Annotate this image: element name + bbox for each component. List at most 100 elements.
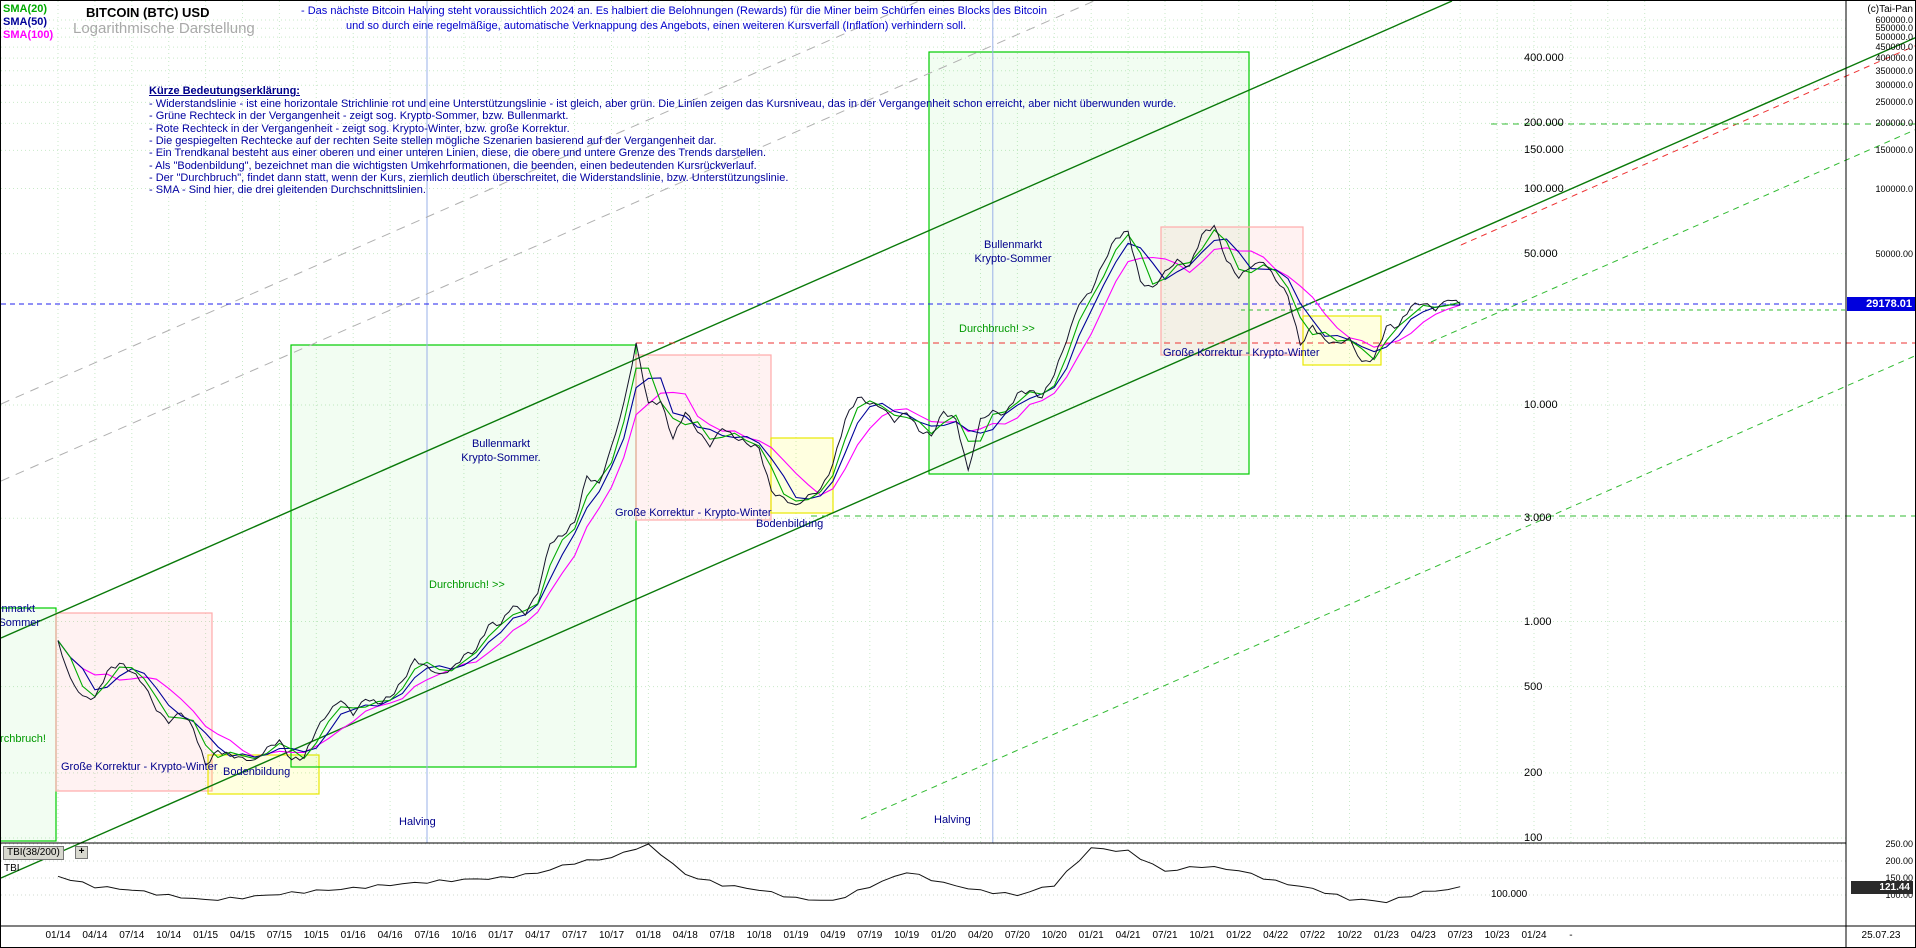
chart-annotation: Große Korrektur - Krypto-Winter <box>615 507 772 519</box>
date-tick-label: 07/20 <box>1004 930 1030 941</box>
explanation-line: - SMA - Sind hier, die drei gleitenden D… <box>149 184 426 197</box>
trendline <box>1 37 1915 879</box>
right-axis-label: 100000.0 <box>1875 183 1913 194</box>
chart-annotation: Bullenmarkt <box>471 438 531 450</box>
price-axis-label: 1.000 <box>1524 615 1552 628</box>
phase-rect <box>928 51 1250 475</box>
price-axis-label: 10.000 <box>1524 399 1558 411</box>
sma-line <box>57 247 1461 758</box>
right-axis-label: 400000.0 <box>1875 53 1913 64</box>
chart-annotation: Halving <box>399 816 436 828</box>
date-tick-label: 01/17 <box>488 930 514 941</box>
price-line <box>57 224 1461 767</box>
price-axis-label: 100 <box>1524 832 1543 844</box>
explanation-line: - Grüne Rechteck in der Vergangenheit - … <box>149 110 569 123</box>
date-tick-label: 01/16 <box>340 930 366 941</box>
right-axis-label: 450000.0 <box>1875 42 1913 53</box>
indicator-name-button[interactable]: TBI(38/200) <box>3 846 64 860</box>
chart-subtitle: Logarithmische Darstellung <box>73 20 255 37</box>
chart-annotation: Krypto-Sommer. <box>461 452 541 464</box>
date-tick-label: 10/19 <box>894 930 920 941</box>
date-tick-label: 10/20 <box>1041 930 1067 941</box>
tbi-axis-label: 150.00 <box>1885 873 1913 883</box>
date-tick-label: 04/14 <box>82 930 108 941</box>
indicator-inner-scale-label: 100.000 <box>1491 889 1528 900</box>
date-tick-label: 01/18 <box>635 930 661 941</box>
date-tick-label: 10/21 <box>1189 930 1215 941</box>
phase-rect <box>1160 226 1304 356</box>
date-tick-label: 04/22 <box>1263 930 1289 941</box>
date-tick-label: 10/22 <box>1336 930 1363 941</box>
chart-annotation: Durchbruch! >> <box>429 579 505 591</box>
indicator-current-badge: 121.44 <box>1851 881 1913 894</box>
tbi-axis-label: 200.00 <box>1885 856 1913 866</box>
date-tick-label: 07/16 <box>414 930 440 941</box>
right-axis-label: 250000.0 <box>1875 97 1913 108</box>
chart-annotation: Krypto-Sommer <box>1 617 41 629</box>
price-axis-label: 150.000 <box>1524 144 1564 157</box>
halving-note-line2: und so durch eine regelmäßige, automatis… <box>345 20 967 32</box>
right-axis-label: 300000.0 <box>1875 80 1913 91</box>
phase-rect <box>1 607 57 842</box>
halving-note: - Das nächste Bitcoin Halving steht vora… <box>301 4 1047 34</box>
sma-line <box>57 229 1461 760</box>
price-axis-label: 50.000 <box>1524 247 1558 260</box>
date-tick-label: 07/21 <box>1152 930 1178 941</box>
price-axis-label: 100.000 <box>1524 182 1564 195</box>
date-tick-label: - <box>1569 930 1573 941</box>
date-tick-label: 04/17 <box>525 930 551 941</box>
price-axis-label: 500 <box>1524 680 1543 693</box>
phase-rect <box>290 344 637 768</box>
date-tick-label: 10/16 <box>451 930 477 941</box>
date-tick-label: 07/22 <box>1300 930 1326 941</box>
last-date-label: 25.07.23 <box>1861 930 1901 941</box>
chart-annotation: Krypto-Sommer <box>974 253 1052 265</box>
date-tick-label: 04/18 <box>672 930 698 941</box>
date-tick-label: 10/14 <box>156 930 182 941</box>
explanation-line: - Rote Rechteck in der Vergangenheit - z… <box>149 122 570 135</box>
date-tick-label: 07/18 <box>709 930 735 941</box>
date-tick-label: 04/16 <box>377 930 403 941</box>
date-tick-label: 01/20 <box>931 930 957 941</box>
explanation-line: - Als "Bodenbildung", bezeichnet man die… <box>149 159 757 172</box>
date-tick-label: 01/22 <box>1226 930 1252 941</box>
chart-annotation: Bullenmarkt <box>983 239 1043 251</box>
right-axis-label: 500000.0 <box>1875 32 1913 43</box>
legend-item-sma-100-: SMA(100) <box>3 29 54 41</box>
date-tick-label: 01/24 <box>1521 930 1547 941</box>
date-tick-label: 01/21 <box>1078 930 1104 941</box>
explanation-line: - Der "Durchbruch", findet dann statt, w… <box>149 171 789 184</box>
trendline <box>1 1 920 405</box>
phase-rect <box>55 612 213 792</box>
date-tick-label: 01/19 <box>783 930 809 941</box>
price-axis-label: 200.000 <box>1524 117 1564 130</box>
trendline <box>1430 129 1915 343</box>
date-tick-label: 10/18 <box>746 930 772 941</box>
right-axis-label: 50000.00 <box>1875 248 1913 259</box>
date-tick-label: 10/15 <box>303 930 329 941</box>
date-tick-label: 10/17 <box>598 930 625 941</box>
indicator-expand-button[interactable]: + <box>75 846 88 859</box>
chart-annotation: Durchbruch! <box>0 733 46 745</box>
trendline <box>1460 45 1915 246</box>
explanation-line: - Widerstandslinie - ist eine horizontal… <box>149 98 1177 110</box>
tbi-axis-label: 100.00 <box>1885 890 1913 900</box>
date-tick-label: 04/23 <box>1410 930 1436 941</box>
chart-annotation: Große Korrektur - Krypto-Winter <box>1163 347 1320 359</box>
chart-annotation: Bodenbildung <box>223 766 291 778</box>
chart-annotation: Bullenmarkt <box>1 603 36 615</box>
date-tick-label: 07/19 <box>857 930 883 941</box>
trendline <box>860 355 1915 820</box>
chart-annotation: Durchbruch! >> <box>959 323 1035 335</box>
legend-item-sma-50-: SMA(50) <box>3 16 48 28</box>
date-tick-label: 04/20 <box>967 930 994 941</box>
phase-rect <box>207 754 320 795</box>
chart-annotation: Bodenbildung <box>756 518 824 530</box>
tbi-line <box>57 843 1461 904</box>
explanation-line: - Die gespiegelten Rechtecke auf der rec… <box>149 134 717 147</box>
date-tick-label: 07/23 <box>1447 930 1473 941</box>
right-axis-label: 600000.0 <box>1875 15 1913 26</box>
price-axis-label: 200 <box>1524 766 1543 779</box>
